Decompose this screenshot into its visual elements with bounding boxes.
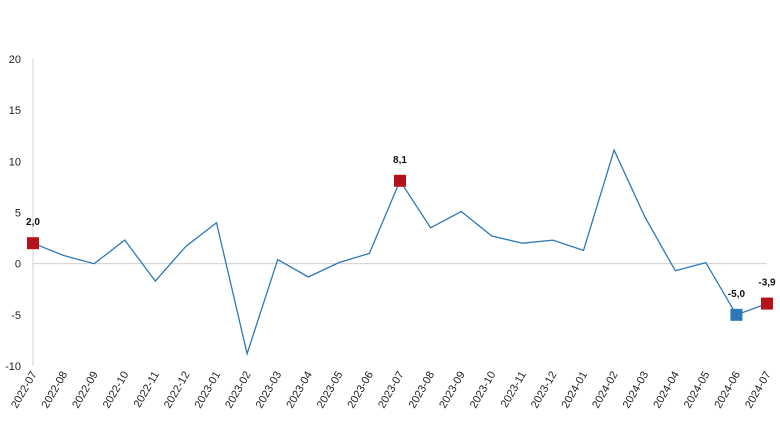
x-tick-label: 2024-05 [682, 370, 713, 411]
highlight-markers: 2,0 8,1 -5,0 -3,9 [26, 155, 776, 321]
x-tick-label: 2023-01 [193, 370, 224, 411]
x-tick-label: 2023-09 [437, 370, 468, 411]
highlight-marker [761, 297, 773, 310]
x-tick-label: 2023-05 [315, 370, 346, 411]
y-tick-label: 15 [9, 105, 21, 117]
data-label: -3,9 [758, 278, 776, 289]
x-tick-label: 2022-11 [132, 370, 162, 410]
x-tick-label: 2022-12 [162, 370, 193, 411]
x-tick-label: 2022-09 [70, 370, 101, 411]
data-label: 8,1 [393, 155, 407, 166]
x-tick-label: 2023-08 [407, 370, 438, 411]
x-tick-label: 2022-10 [101, 370, 132, 411]
y-axis: -10 -5 0 5 10 15 20 [5, 54, 34, 373]
highlight-marker [394, 174, 406, 187]
highlight-marker [27, 237, 39, 250]
data-label: 2,0 [26, 217, 40, 228]
x-tick-label: 2023-07 [376, 370, 407, 411]
x-tick-label: 2024-06 [712, 370, 743, 411]
x-tick-label: 2024-02 [590, 370, 621, 411]
y-tick-label: 0 [15, 259, 21, 271]
data-label: -5,0 [728, 289, 746, 300]
x-tick-label: 2024-07 [743, 370, 774, 411]
y-tick-label: 20 [9, 54, 21, 66]
y-tick-label: 5 [15, 208, 21, 220]
x-tick-label: 2023-04 [284, 370, 315, 411]
x-tick-label: 2023-10 [468, 370, 499, 411]
y-tick-label: -10 [5, 361, 21, 373]
x-tick-label: 2024-03 [621, 370, 652, 411]
y-tick-label: 10 [9, 156, 21, 168]
x-tick-label: 2023-12 [529, 370, 560, 411]
x-tick-label: 2022-08 [40, 370, 71, 411]
x-tick-label: 2024-04 [651, 370, 682, 411]
highlight-marker [730, 308, 743, 321]
x-tick-label: 2023-06 [345, 370, 376, 411]
x-tick-label: 2023-02 [223, 370, 254, 411]
y-tick-label: -5 [11, 310, 21, 322]
x-tick-label: 2024-01 [560, 370, 591, 411]
x-axis: 2022-07 2022-08 2022-09 2022-10 2022-11 2022-… [9, 263, 774, 411]
x-tick-label: 2022-07 [9, 370, 40, 411]
x-tick-label: 2023-03 [254, 370, 285, 411]
x-tick-label: 2023-11 [499, 370, 529, 410]
